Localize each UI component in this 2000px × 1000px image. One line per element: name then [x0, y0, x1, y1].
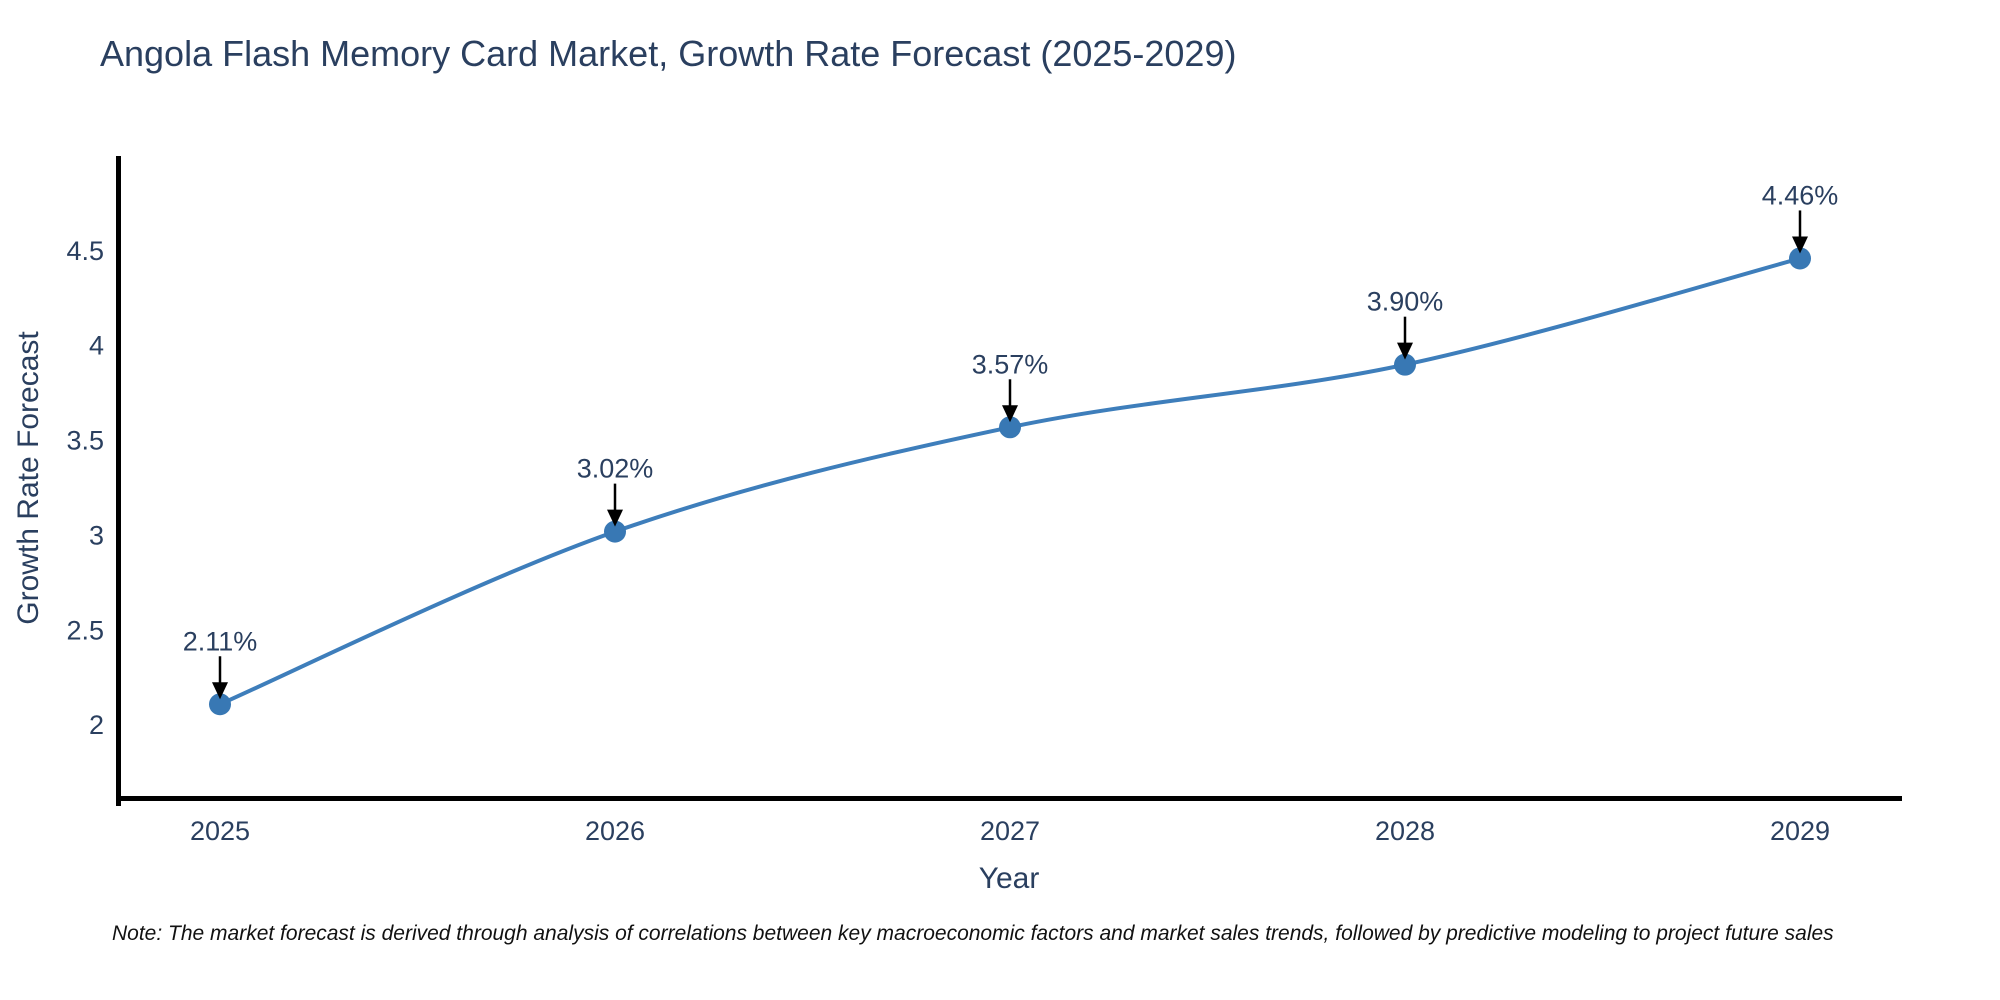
data-point-marker[interactable]: [1394, 353, 1416, 376]
x-tick-label: 2026: [585, 816, 645, 846]
annotation-arrow-head: [1002, 405, 1018, 423]
plot-area: 2 2.5 3 3.5 4 4.5 2025 2026 2027 2028 2029 2.11% 3.0…: [66, 156, 1902, 846]
x-tick-label: 2025: [190, 816, 250, 846]
y-tick-label: 2.5: [66, 615, 104, 645]
annotation-label: 2.11%: [183, 626, 258, 656]
y-tick-label: 2: [89, 710, 104, 740]
x-axis-spine: [116, 796, 1902, 801]
annotation-label: 4.46%: [1762, 180, 1839, 210]
y-tick-label: 3: [89, 520, 104, 550]
annotation-arrow-head: [1792, 236, 1808, 254]
annotation-arrow-head: [1397, 342, 1413, 360]
x-axis-title: Year: [979, 862, 1040, 895]
annotation-arrow-head: [212, 682, 228, 700]
annotation-arrow-head: [607, 509, 623, 527]
chart-title: Angola Flash Memory Card Market, Growth …: [100, 33, 1236, 74]
data-point-marker[interactable]: [604, 520, 626, 543]
data-point-marker[interactable]: [999, 416, 1021, 439]
y-tick-label: 4: [89, 331, 104, 361]
annotation-label: 3.90%: [1367, 287, 1444, 317]
y-tick-label: 3.5: [66, 426, 104, 456]
annotation-label: 3.57%: [972, 349, 1049, 379]
line-chart: Angola Flash Memory Card Market, Growth …: [12, 33, 1902, 895]
data-point-marker[interactable]: [209, 693, 231, 716]
y-axis-spine: [116, 156, 121, 806]
x-tick-label: 2027: [980, 816, 1040, 846]
y-tick-label: 4.5: [66, 236, 104, 266]
y-axis-title: Growth Rate Forecast: [12, 331, 45, 625]
data-point-marker[interactable]: [1789, 247, 1811, 270]
footnote: Note: The market forecast is derived thr…: [112, 922, 1834, 945]
x-tick-label: 2028: [1375, 816, 1435, 846]
x-tick-label: 2029: [1770, 816, 1830, 846]
annotation-label: 3.02%: [577, 454, 654, 484]
series-line: [219, 256, 1801, 707]
